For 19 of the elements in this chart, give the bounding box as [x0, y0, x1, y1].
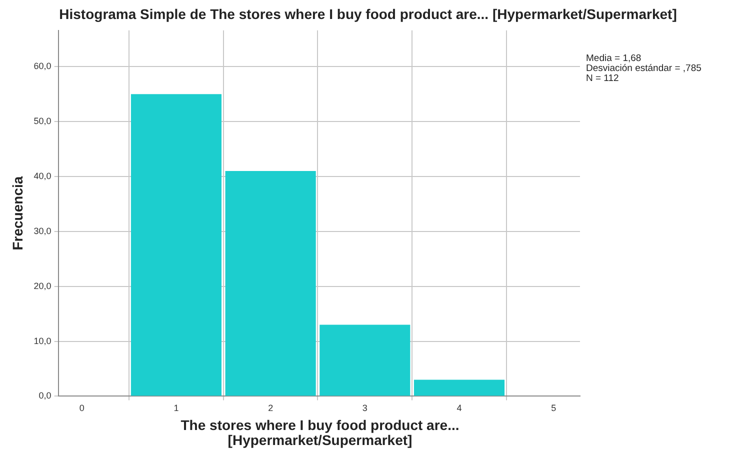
y-tick-label: 40,0 [34, 170, 52, 181]
x-tick-label: 0 [79, 403, 84, 414]
y-axis-title: Frecuencia [9, 176, 26, 250]
x-tick-label: 2 [268, 403, 274, 414]
chart-title: Histograma Simple de The stores where I buy food product are... [Hypermarket/Supermarket] [58, 6, 678, 22]
y-tick-label: 60,0 [34, 61, 52, 72]
y-tick-label: 20,0 [34, 280, 52, 291]
text: Media = 1,68 [586, 53, 642, 64]
y-tick-label: 50,0 [34, 116, 52, 126]
x-tick-label: 4 [456, 403, 462, 414]
x-tick-label: 5 [551, 403, 556, 414]
text: Desviación estándar = ,785 [586, 63, 702, 74]
text: N = 112 [586, 73, 620, 84]
x-tick-label: 3 [362, 403, 368, 414]
y-tick-label: 10,0 [34, 336, 52, 346]
x-tick-label: 1 [174, 403, 179, 414]
y-tick-label: 30,0 [34, 226, 52, 236]
y-tick-label: 0,0 [38, 390, 52, 401]
x-axis-title: The stores where I buy food product are... [Hypermarket/Supermarket] [180, 417, 460, 448]
